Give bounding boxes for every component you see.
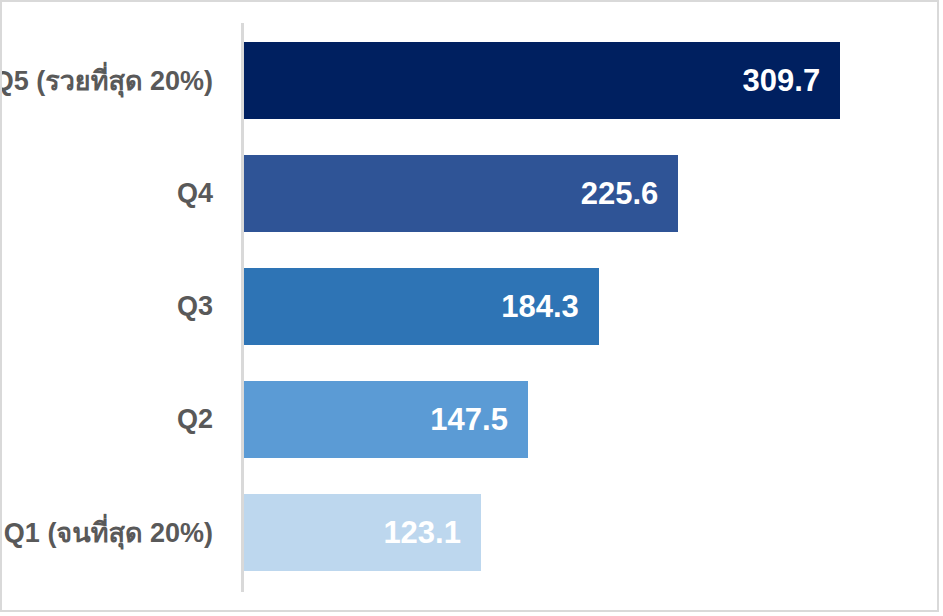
value-label: 147.5 (430, 402, 508, 438)
category-label: Q1 (จนที่สุด 20%) (2, 494, 239, 571)
bar-track: 147.5 (244, 381, 937, 458)
bar: 123.1 (244, 494, 481, 571)
bar-track: 123.1 (244, 494, 937, 571)
bar: 225.6 (244, 155, 678, 232)
category-label: Q5 (รวยที่สุด 20%) (2, 42, 239, 119)
bar-row: Q5 (รวยที่สุด 20%) 309.7 (2, 42, 937, 119)
bar: 309.7 (244, 42, 840, 119)
category-label: Q3 (2, 268, 239, 345)
bar-rows: Q5 (รวยที่สุด 20%) 309.7 Q4 225.6 Q3 184.3 Q2 1… (2, 42, 937, 571)
bar: 184.3 (244, 268, 599, 345)
bar-row: Q4 225.6 (2, 155, 937, 232)
bar-track: 184.3 (244, 268, 937, 345)
value-label: 309.7 (743, 63, 821, 99)
bar-track: 309.7 (244, 42, 937, 119)
value-label: 184.3 (501, 289, 579, 325)
value-label: 225.6 (581, 176, 659, 212)
bar-row: Q3 184.3 (2, 268, 937, 345)
bar-row: Q2 147.5 (2, 381, 937, 458)
value-label: 123.1 (383, 515, 461, 551)
bar-chart: Q5 (รวยที่สุด 20%) 309.7 Q4 225.6 Q3 184.3 Q2 1… (0, 0, 939, 612)
bar-row: Q1 (จนที่สุด 20%) 123.1 (2, 494, 937, 571)
category-label: Q4 (2, 155, 239, 232)
bar: 147.5 (244, 381, 528, 458)
bar-track: 225.6 (244, 155, 937, 232)
category-label: Q2 (2, 381, 239, 458)
